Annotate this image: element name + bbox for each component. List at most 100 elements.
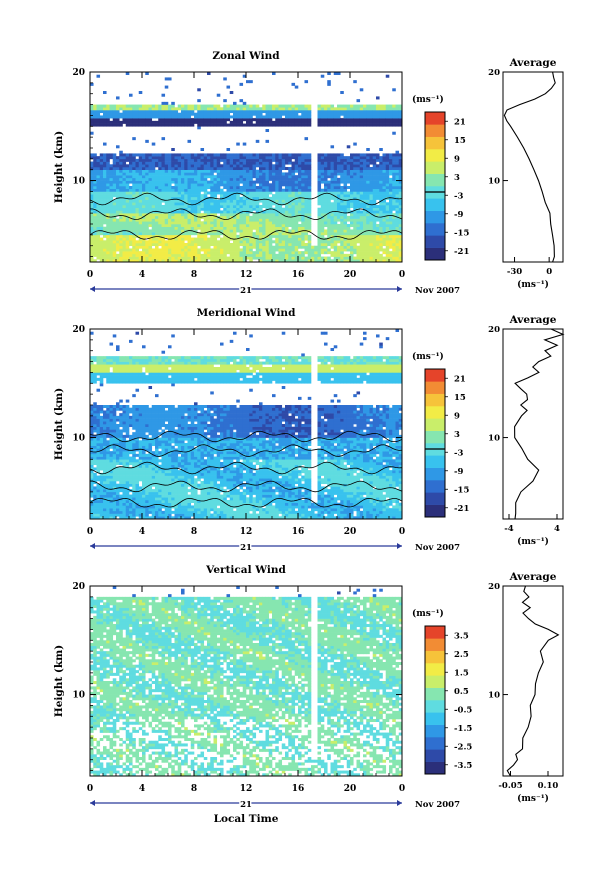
- heatmap-cell: [142, 161, 146, 165]
- heatmap-cell: [216, 110, 221, 114]
- heatmap-cell: [168, 226, 172, 230]
- heatmap-cell: [353, 169, 357, 173]
- heatmap-cell: [171, 221, 175, 225]
- heatmap-cell: [187, 245, 192, 249]
- heatmap-cell: [359, 172, 364, 176]
- heatmap-cell: [138, 112, 143, 116]
- heatmap-cell: [116, 497, 120, 501]
- heatmap-cell: [337, 259, 341, 262]
- heatmap-cell: [353, 80, 357, 84]
- heatmap-cell: [203, 110, 208, 114]
- heatmap-cell: [96, 407, 101, 411]
- heatmap-cell: [268, 196, 273, 200]
- heatmap-cell: [229, 167, 234, 171]
- heatmap-cell: [239, 169, 244, 173]
- heatmap-cell: [116, 443, 120, 447]
- heatmap-cell: [99, 421, 104, 425]
- heatmap-cell: [272, 172, 276, 176]
- heatmap-cell: [385, 118, 390, 122]
- heatmap-cell: [327, 164, 331, 168]
- heatmap-cell: [356, 194, 361, 198]
- heatmap-cell: [249, 256, 253, 260]
- heatmap-cell: [122, 164, 127, 168]
- heatmap-cell: [96, 372, 101, 376]
- heatmap-cell: [252, 172, 257, 176]
- heatmap-cell: [304, 221, 309, 225]
- heatmap-cell: [223, 256, 227, 260]
- heatmap-cell: [93, 516, 97, 519]
- heatmap-cell: [249, 229, 253, 233]
- heatmap-cell: [194, 232, 198, 236]
- heatmap-cell: [291, 256, 296, 260]
- heatmap-cell: [174, 164, 179, 168]
- heatmap-cell: [210, 256, 214, 260]
- heatmap-cell: [278, 199, 283, 203]
- heatmap-cell: [158, 251, 162, 255]
- heatmap-cell: [236, 196, 240, 200]
- heatmap-cell: [116, 218, 120, 222]
- heatmap-cell: [268, 213, 273, 217]
- heatmap-cell: [233, 186, 237, 190]
- heatmap-cell: [376, 196, 380, 200]
- heatmap-cell: [122, 180, 127, 184]
- heatmap-cell: [177, 180, 182, 184]
- heatmap-cell: [259, 245, 263, 249]
- heatmap-cell: [135, 118, 140, 122]
- heatmap-cell: [174, 224, 179, 228]
- heatmap-cell: [372, 183, 377, 187]
- heatmap-cell: [363, 191, 367, 195]
- heatmap-cell: [359, 169, 364, 173]
- heatmap-cell: [226, 245, 231, 249]
- heatmap-cell: [223, 229, 227, 233]
- heatmap-cell: [122, 183, 127, 187]
- heatmap-cell: [291, 169, 296, 173]
- average-unit: (ms⁻¹): [517, 279, 549, 290]
- heatmap-cell: [145, 139, 149, 143]
- heatmap-cell: [236, 194, 240, 198]
- heatmap-cell: [350, 112, 354, 116]
- heatmap-cell: [112, 405, 117, 409]
- heatmap-cell: [389, 243, 393, 247]
- heatmap-cell: [385, 158, 390, 162]
- heatmap-cell: [181, 210, 185, 214]
- heatmap-cell: [96, 367, 101, 371]
- heatmap-cell: [259, 164, 263, 168]
- heatmap-cell: [262, 240, 266, 244]
- heatmap-cell: [363, 240, 367, 244]
- heatmap-cell: [333, 224, 338, 228]
- heatmap-cell: [366, 196, 370, 200]
- heatmap-cell: [252, 123, 257, 127]
- heatmap-cell: [249, 110, 253, 114]
- heatmap-cell: [249, 118, 253, 122]
- heatmap-cell: [90, 486, 94, 490]
- heatmap-cell: [343, 188, 348, 192]
- heatmap-cell: [220, 164, 224, 168]
- heatmap-cell: [168, 77, 172, 81]
- heatmap-cell: [145, 167, 149, 171]
- heatmap-cell: [265, 215, 270, 219]
- heatmap-cell: [320, 107, 325, 111]
- heatmap-cell: [376, 251, 380, 255]
- heatmap-cell: [398, 175, 402, 179]
- heatmap-cell: [171, 232, 175, 236]
- heatmap-cell: [307, 253, 312, 257]
- heatmap-cell: [350, 194, 354, 198]
- heatmap-cell: [239, 156, 244, 160]
- heatmap-cell: [220, 196, 224, 200]
- heatmap-cell: [359, 229, 364, 233]
- heatmap-cell: [106, 213, 110, 217]
- heatmap-cell: [90, 243, 94, 247]
- heatmap-cell: [369, 153, 374, 157]
- heatmap-cell: [148, 161, 153, 165]
- heatmap-cell: [135, 186, 140, 190]
- heatmap-cell: [116, 432, 120, 436]
- heatmap-cell: [379, 186, 383, 190]
- heatmap-cell: [158, 213, 162, 217]
- heatmap-cell: [132, 186, 136, 190]
- heatmap-cell: [395, 188, 400, 192]
- heatmap-cell: [330, 172, 335, 176]
- heatmap-cell: [90, 221, 94, 225]
- heatmap-cell: [116, 491, 120, 495]
- heatmap-cell: [262, 218, 266, 222]
- heatmap-cell: [142, 120, 146, 124]
